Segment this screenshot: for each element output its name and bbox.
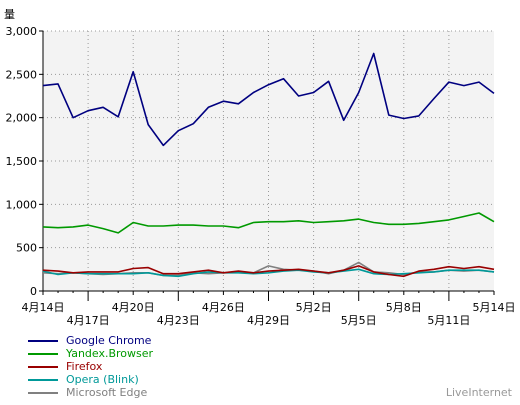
x-tick-label: 4月26日 [202,301,245,314]
x-tick-label: 4月20日 [112,301,155,314]
legend-label: Yandex.Browser [66,347,154,360]
series-line [42,265,495,278]
y-ticks: 0 500 1,000 1,500 2,000 2,500 3,000 [6,25,43,298]
legend-label: Opera (Blink) [66,373,139,386]
x-tick-label: 4月17日 [67,314,110,327]
x-tick-label: 5月2日 [296,301,332,314]
legend-swatch [28,378,58,381]
y-tick-label: 0 [30,285,37,298]
x-tick-label: 4月14日 [22,301,65,314]
series-line [42,268,495,278]
series-line [42,52,495,147]
legend-label: Google Chrome [66,334,152,347]
credit-text: LiveInternet [445,386,512,399]
x-tick-label: 5月11日 [427,314,470,327]
legend: Google Chrome Yandex.Browser Firefox Ope… [28,334,153,399]
y-tick-label: 3,000 [6,25,38,38]
legend-item: Microsoft Edge [28,386,153,399]
legend-swatch [28,365,58,368]
x-tick-label: 4月23日 [157,314,200,327]
legend-swatch [28,352,58,355]
legend-item: Firefox [28,360,153,373]
series-line [42,212,495,234]
x-tick-label: 5月8日 [386,301,422,314]
y-tick-label: 2,500 [6,68,38,81]
legend-swatch [28,339,58,342]
legend-label: Firefox [66,360,103,373]
y-axis-label: 量 [4,8,15,21]
legend-item: Opera (Blink) [28,373,153,386]
series-lines [42,52,495,278]
legend-item: Google Chrome [28,334,153,347]
x-tick-label: 4月29日 [247,314,290,327]
legend-item: Yandex.Browser [28,347,153,360]
y-tick-label: 1,500 [6,155,38,168]
y-tick-label: 2,000 [6,112,38,125]
x-tick-label: 5月14日 [473,301,516,314]
y-tick-label: 1,000 [6,198,38,211]
grid-lines [43,30,494,291]
line-chart: 量 0 500 1,000 1,500 2,000 2,500 3,000 4月14日 4月2… [4,8,516,327]
x-ticks: 4月14日 4月20日 4月26日 5月2日 5月8日 5月14日 4月17日 4月23日 4月… [22,291,516,327]
legend-label: Microsoft Edge [66,386,148,399]
x-tick-label: 5月5日 [341,314,377,327]
y-tick-label: 500 [16,242,37,255]
legend-swatch [28,391,58,394]
